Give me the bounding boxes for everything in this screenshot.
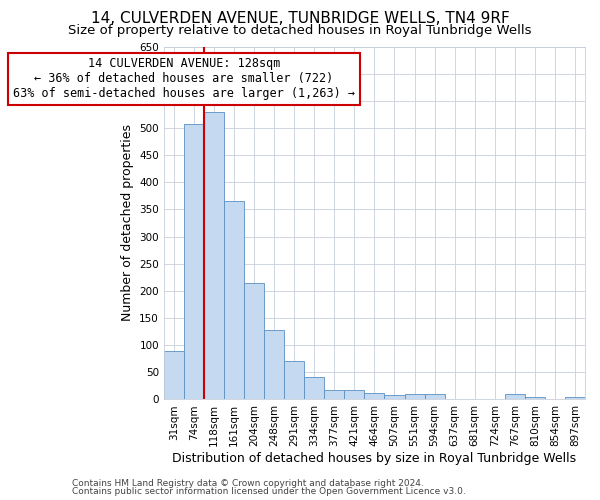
- Bar: [385, 395, 404, 400]
- Bar: [264, 330, 284, 400]
- Bar: [204, 112, 224, 400]
- X-axis label: Distribution of detached houses by size in Royal Tunbridge Wells: Distribution of detached houses by size …: [172, 452, 577, 465]
- Bar: [304, 376, 324, 400]
- Bar: [344, 390, 364, 400]
- Text: 14 CULVERDEN AVENUE: 128sqm
← 36% of detached houses are smaller (722)
63% of se: 14 CULVERDEN AVENUE: 128sqm ← 36% of det…: [13, 58, 355, 100]
- Text: Contains HM Land Registry data © Crown copyright and database right 2024.: Contains HM Land Registry data © Crown c…: [72, 478, 424, 488]
- Text: 14, CULVERDEN AVENUE, TUNBRIDGE WELLS, TN4 9RF: 14, CULVERDEN AVENUE, TUNBRIDGE WELLS, T…: [91, 11, 509, 26]
- Bar: [184, 124, 204, 400]
- Text: Size of property relative to detached houses in Royal Tunbridge Wells: Size of property relative to detached ho…: [68, 24, 532, 37]
- Bar: [505, 394, 525, 400]
- Bar: [164, 350, 184, 400]
- Y-axis label: Number of detached properties: Number of detached properties: [121, 124, 134, 322]
- Bar: [425, 394, 445, 400]
- Bar: [404, 394, 425, 400]
- Bar: [324, 390, 344, 400]
- Bar: [224, 202, 244, 400]
- Text: Contains public sector information licensed under the Open Government Licence v3: Contains public sector information licen…: [72, 487, 466, 496]
- Bar: [525, 396, 545, 400]
- Bar: [565, 396, 585, 400]
- Bar: [244, 282, 264, 400]
- Bar: [364, 393, 385, 400]
- Bar: [284, 362, 304, 400]
